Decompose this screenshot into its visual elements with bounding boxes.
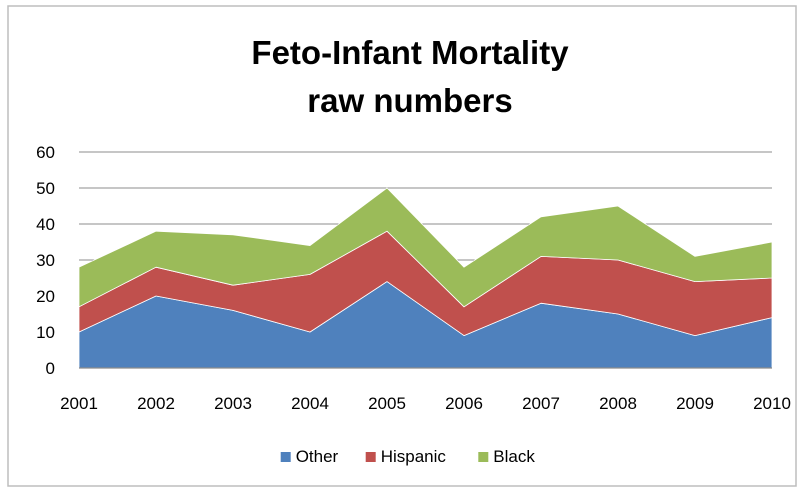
y-tick-label-30: 30	[36, 251, 55, 270]
y-tick-label-40: 40	[36, 215, 55, 234]
y-tick-label-60: 60	[36, 143, 55, 162]
y-tick-label-10: 10	[36, 323, 55, 342]
x-tick-label-2002: 2002	[137, 394, 175, 413]
x-tick-label-2006: 2006	[445, 394, 483, 413]
legend-swatch-other	[280, 452, 291, 462]
x-tick-label-2003: 2003	[214, 394, 252, 413]
y-tick-label-50: 50	[36, 179, 55, 198]
legend-swatch-black	[478, 452, 489, 462]
chart-title-line-2: raw numbers	[307, 82, 512, 119]
area-series-black	[78, 187, 773, 308]
x-tick-label-2010: 2010	[753, 394, 791, 413]
y-axis-tick-labels: 0 10 20 30 40 50 60	[36, 143, 55, 378]
legend-swatch-hispanic	[365, 452, 376, 462]
x-tick-label-2008: 2008	[599, 394, 637, 413]
x-tick-label-2004: 2004	[291, 394, 329, 413]
y-tick-label-20: 20	[36, 287, 55, 306]
x-tick-label-2009: 2009	[676, 394, 714, 413]
legend-label-other: Other	[296, 447, 339, 466]
chart-title-line-1: Feto-Infant Mortality	[251, 34, 569, 71]
legend-label-black: Black	[493, 447, 535, 466]
x-tick-label-2005: 2005	[368, 394, 406, 413]
legend-label-hispanic: Hispanic	[381, 447, 447, 466]
y-tick-label-0: 0	[46, 359, 55, 378]
legend-item-hispanic: Hispanic	[365, 447, 447, 466]
legend-item-other: Other	[280, 447, 339, 466]
x-axis-tick-labels: 2001 2002 2003 2004 2005 2006 2007 2008 2009 2010	[60, 394, 791, 413]
legend-item-black: Black	[478, 447, 535, 466]
legend: Other Hispanic Black	[280, 447, 535, 466]
x-tick-label-2001: 2001	[60, 394, 98, 413]
x-tick-label-2007: 2007	[522, 394, 560, 413]
stacked-areas	[78, 187, 773, 369]
